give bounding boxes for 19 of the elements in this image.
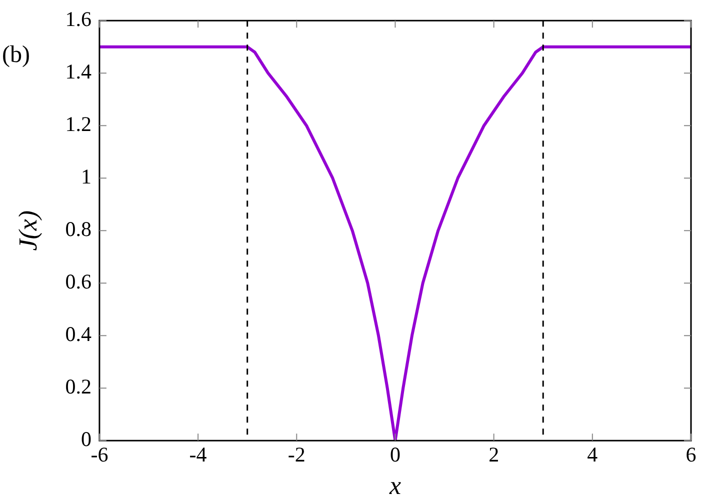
x-tick-label: -2 (288, 442, 306, 467)
y-tick-label: 0 (80, 427, 92, 452)
x-tick-label: -6 (90, 442, 108, 467)
y-tick-label: 1.2 (65, 112, 92, 136)
y-tick-label: 1 (80, 164, 92, 189)
y-axis-title: J(x) (13, 210, 42, 251)
y-tick-label: 1.6 (65, 7, 92, 32)
y-tick-label: 0.6 (65, 270, 92, 294)
x-tick-label: 4 (587, 442, 598, 467)
x-axis-title: x (388, 471, 402, 500)
y-tick-label: 1.4 (65, 60, 92, 84)
x-tick-label: 6 (686, 442, 696, 467)
text: (b) (2, 42, 30, 68)
x-tick-label: 0 (390, 442, 400, 467)
y-tick-label: 0.4 (65, 322, 92, 346)
x-tick-label: 2 (488, 442, 500, 467)
x-tick-label: -4 (189, 442, 208, 467)
y-tick-label: 0.2 (65, 374, 92, 399)
y-tick-label: 0.8 (65, 217, 92, 242)
